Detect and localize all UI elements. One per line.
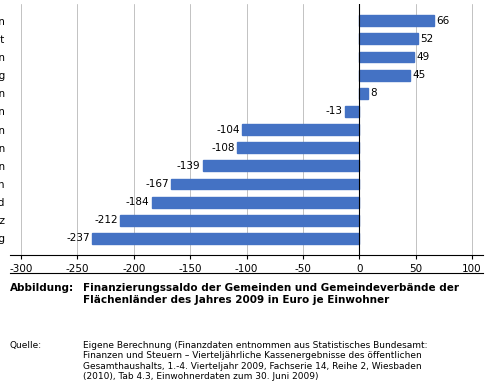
- Bar: [359, 33, 418, 44]
- Bar: [238, 142, 359, 153]
- Bar: [359, 88, 368, 99]
- Text: Finanzierungssaldo der Gemeinden und Gemeindeverbände der
Flächenländer des Jahr: Finanzierungssaldo der Gemeinden und Gem…: [83, 283, 459, 304]
- Text: 45: 45: [412, 70, 425, 80]
- Text: -212: -212: [95, 215, 118, 225]
- Bar: [203, 160, 359, 171]
- Text: -13: -13: [325, 106, 342, 116]
- Text: Eigene Berechnung (Finanzdaten entnommen aus Statistisches Bundesamt:
Finanzen u: Eigene Berechnung (Finanzdaten entnommen…: [83, 341, 428, 381]
- Text: -108: -108: [211, 143, 235, 153]
- Text: -139: -139: [176, 161, 200, 171]
- Text: 49: 49: [417, 52, 430, 62]
- Bar: [92, 233, 359, 244]
- Text: 8: 8: [370, 88, 377, 98]
- Text: Quelle:: Quelle:: [10, 341, 42, 350]
- Bar: [359, 52, 415, 62]
- Bar: [345, 106, 359, 117]
- Text: -237: -237: [66, 234, 90, 244]
- Text: Abbildung:: Abbildung:: [10, 283, 74, 293]
- Text: -184: -184: [126, 197, 149, 207]
- Text: 66: 66: [436, 16, 449, 26]
- Bar: [120, 215, 359, 226]
- Bar: [359, 70, 410, 80]
- Text: -167: -167: [145, 179, 169, 189]
- Bar: [242, 124, 359, 135]
- Bar: [359, 15, 433, 26]
- Text: 52: 52: [420, 34, 433, 44]
- Bar: [152, 197, 359, 208]
- Text: -104: -104: [216, 124, 240, 134]
- Bar: [171, 178, 359, 190]
